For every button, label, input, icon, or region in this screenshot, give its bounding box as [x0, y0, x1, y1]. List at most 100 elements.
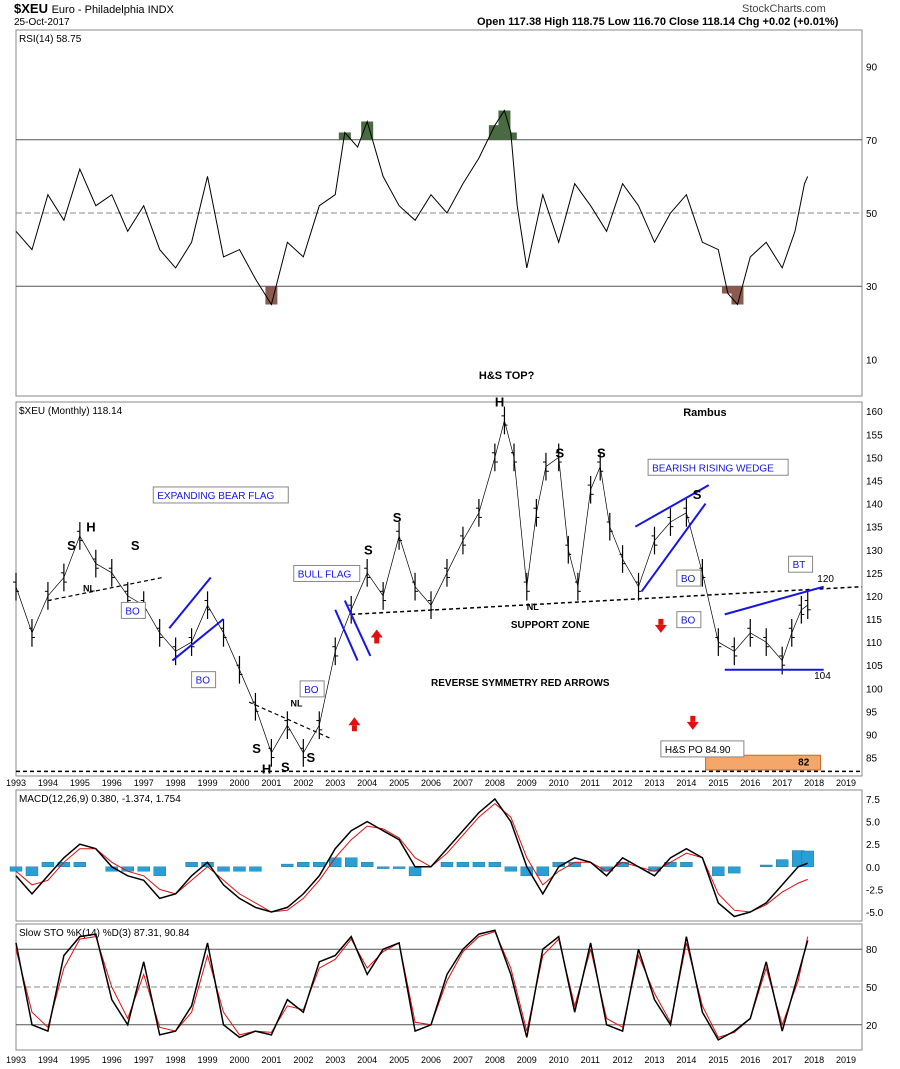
- macd-histogram-bar: [9, 866, 23, 872]
- level-120-label: 120: [817, 574, 834, 585]
- macd-panel-frame: [15, 789, 863, 922]
- price-x-tick: 2009: [517, 778, 537, 788]
- bo-label-3-box: [676, 569, 702, 587]
- support-zone-label: SUPPORT ZONE: [511, 620, 590, 631]
- sto-x-tick: 1998: [166, 1055, 186, 1065]
- macd-histogram-bar: [137, 866, 150, 872]
- sto-x-tick: 2001: [261, 1055, 281, 1065]
- sto-x-tick: 1997: [134, 1055, 154, 1065]
- shoulder-label-5: S: [364, 542, 373, 557]
- hs-top-label: H&S TOP?: [479, 370, 535, 382]
- price-x-tick: 1996: [102, 778, 122, 788]
- bt-label-box: [788, 555, 814, 573]
- macd-histogram-bar: [217, 866, 230, 872]
- support-zone-line: [351, 585, 863, 616]
- sto-axis-tick: 80: [866, 945, 878, 956]
- rsi-axis-tick: 50: [866, 209, 878, 220]
- price-axis-tick: 140: [866, 500, 883, 511]
- sto-title: Slow STO %K(14) %D(3) 87.31, 90.84: [19, 928, 190, 939]
- bull-flag-label-box: [293, 564, 361, 582]
- macd-histogram-bar: [440, 862, 454, 867]
- price-x-tick: 2016: [740, 778, 760, 788]
- macd-histogram-bar: [249, 866, 262, 872]
- hs-po-label: H&S PO 84.90: [665, 745, 731, 756]
- price-axis-tick: 95: [866, 707, 878, 718]
- price-axis-tick: 90: [866, 730, 878, 741]
- sto-x-tick: 2000: [229, 1055, 249, 1065]
- sto-axis-tick: 50: [866, 983, 878, 994]
- price-x-tick: 2018: [804, 778, 824, 788]
- sto-x-tick: 1999: [198, 1055, 218, 1065]
- bo-label-0: BO: [125, 606, 140, 617]
- macd-axis-tick: 2.5: [866, 840, 880, 851]
- macd-histogram-bar: [281, 863, 294, 867]
- shoulder-label-0: S: [67, 538, 76, 553]
- rsi-overbought-fill: [338, 132, 351, 140]
- red-arrow-down: [686, 721, 699, 730]
- price-x-tick: 2014: [676, 778, 696, 788]
- macd-histogram-bar: [536, 866, 549, 877]
- macd-histogram-bar: [408, 866, 422, 877]
- shoulder-label-8: S: [597, 445, 606, 460]
- price-axis-tick: 160: [866, 407, 883, 418]
- price-axis-tick: 145: [866, 476, 883, 487]
- sto-x-tick: 2005: [389, 1055, 409, 1065]
- price-axis-tick: 105: [866, 661, 883, 672]
- price-x-tick: 1995: [70, 778, 90, 788]
- macd-axis-tick: 5.0: [866, 818, 880, 829]
- price-x-tick: 2010: [549, 778, 569, 788]
- po-box-label: 82: [798, 757, 810, 768]
- rsi-overbought-fill: [361, 121, 374, 140]
- price-x-tick: 2015: [708, 778, 728, 788]
- bearish-rising-wedge-label-box: [647, 458, 789, 476]
- price-x-tick: 2013: [644, 778, 664, 788]
- neckline-label-2: NL: [527, 602, 539, 612]
- sto-x-tick: 2009: [517, 1055, 537, 1065]
- price-axis-tick: 120: [866, 592, 883, 603]
- macd-title: MACD(12,26,9) 0.380, -1.374, 1.754: [19, 794, 181, 805]
- macd-histogram-bar: [472, 862, 486, 867]
- bo-label-2-box: [299, 680, 325, 698]
- head-label-2: H: [495, 395, 504, 410]
- rsi-oversold-fill: [721, 286, 734, 294]
- price-axis-tick: 150: [866, 453, 883, 464]
- bear-flag-top: [168, 576, 212, 629]
- sto-x-tick: 2004: [357, 1055, 377, 1065]
- macd-histogram-bar: [25, 866, 39, 877]
- shoulder-label-6: S: [393, 510, 402, 525]
- price-axis-tick: 110: [866, 638, 882, 649]
- macd-histogram-bar: [680, 862, 693, 867]
- symbol-title: $XEU Euro - Philadelphia INDX: [14, 1, 174, 16]
- sto-x-tick: 2018: [804, 1055, 824, 1065]
- sto-k-line: [15, 929, 809, 1041]
- expanding-bear-flag-label: EXPANDING BEAR FLAG: [157, 491, 274, 502]
- macd-histogram-bar: [728, 866, 741, 874]
- macd-histogram-bar: [313, 862, 326, 867]
- macd-histogram-bar: [504, 866, 518, 872]
- bo-label-1-box: [191, 671, 217, 689]
- price-x-tick: 1994: [38, 778, 58, 788]
- price-x-tick: 2005: [389, 778, 409, 788]
- shoulder-label-7: S: [556, 445, 565, 460]
- macd-axis-tick: 7.5: [866, 795, 880, 806]
- sto-x-tick: 2003: [325, 1055, 345, 1065]
- head-label-0: H: [86, 519, 95, 534]
- shoulder-label-2: S: [252, 741, 261, 756]
- sto-x-tick: 2008: [485, 1055, 505, 1065]
- price-path: [15, 419, 808, 754]
- rsi-line: [15, 109, 809, 306]
- macd-histogram-bar: [329, 857, 342, 867]
- sto-x-tick: 1995: [70, 1055, 90, 1065]
- bull-flag-line-2: [343, 600, 372, 657]
- macd-signal-line: [15, 802, 808, 913]
- macd-axis-tick: -5.0: [866, 908, 884, 919]
- neckline-label-1: NL: [291, 699, 303, 709]
- price-x-tick: 2012: [613, 778, 633, 788]
- price-objective-box: [705, 754, 821, 771]
- shoulder-label-9: S: [693, 487, 702, 502]
- rsi-oversold-fill: [731, 286, 744, 305]
- rising-wedge-bottom: [640, 502, 707, 592]
- price-x-tick: 1997: [134, 778, 154, 788]
- rambus-label: Rambus: [683, 407, 726, 419]
